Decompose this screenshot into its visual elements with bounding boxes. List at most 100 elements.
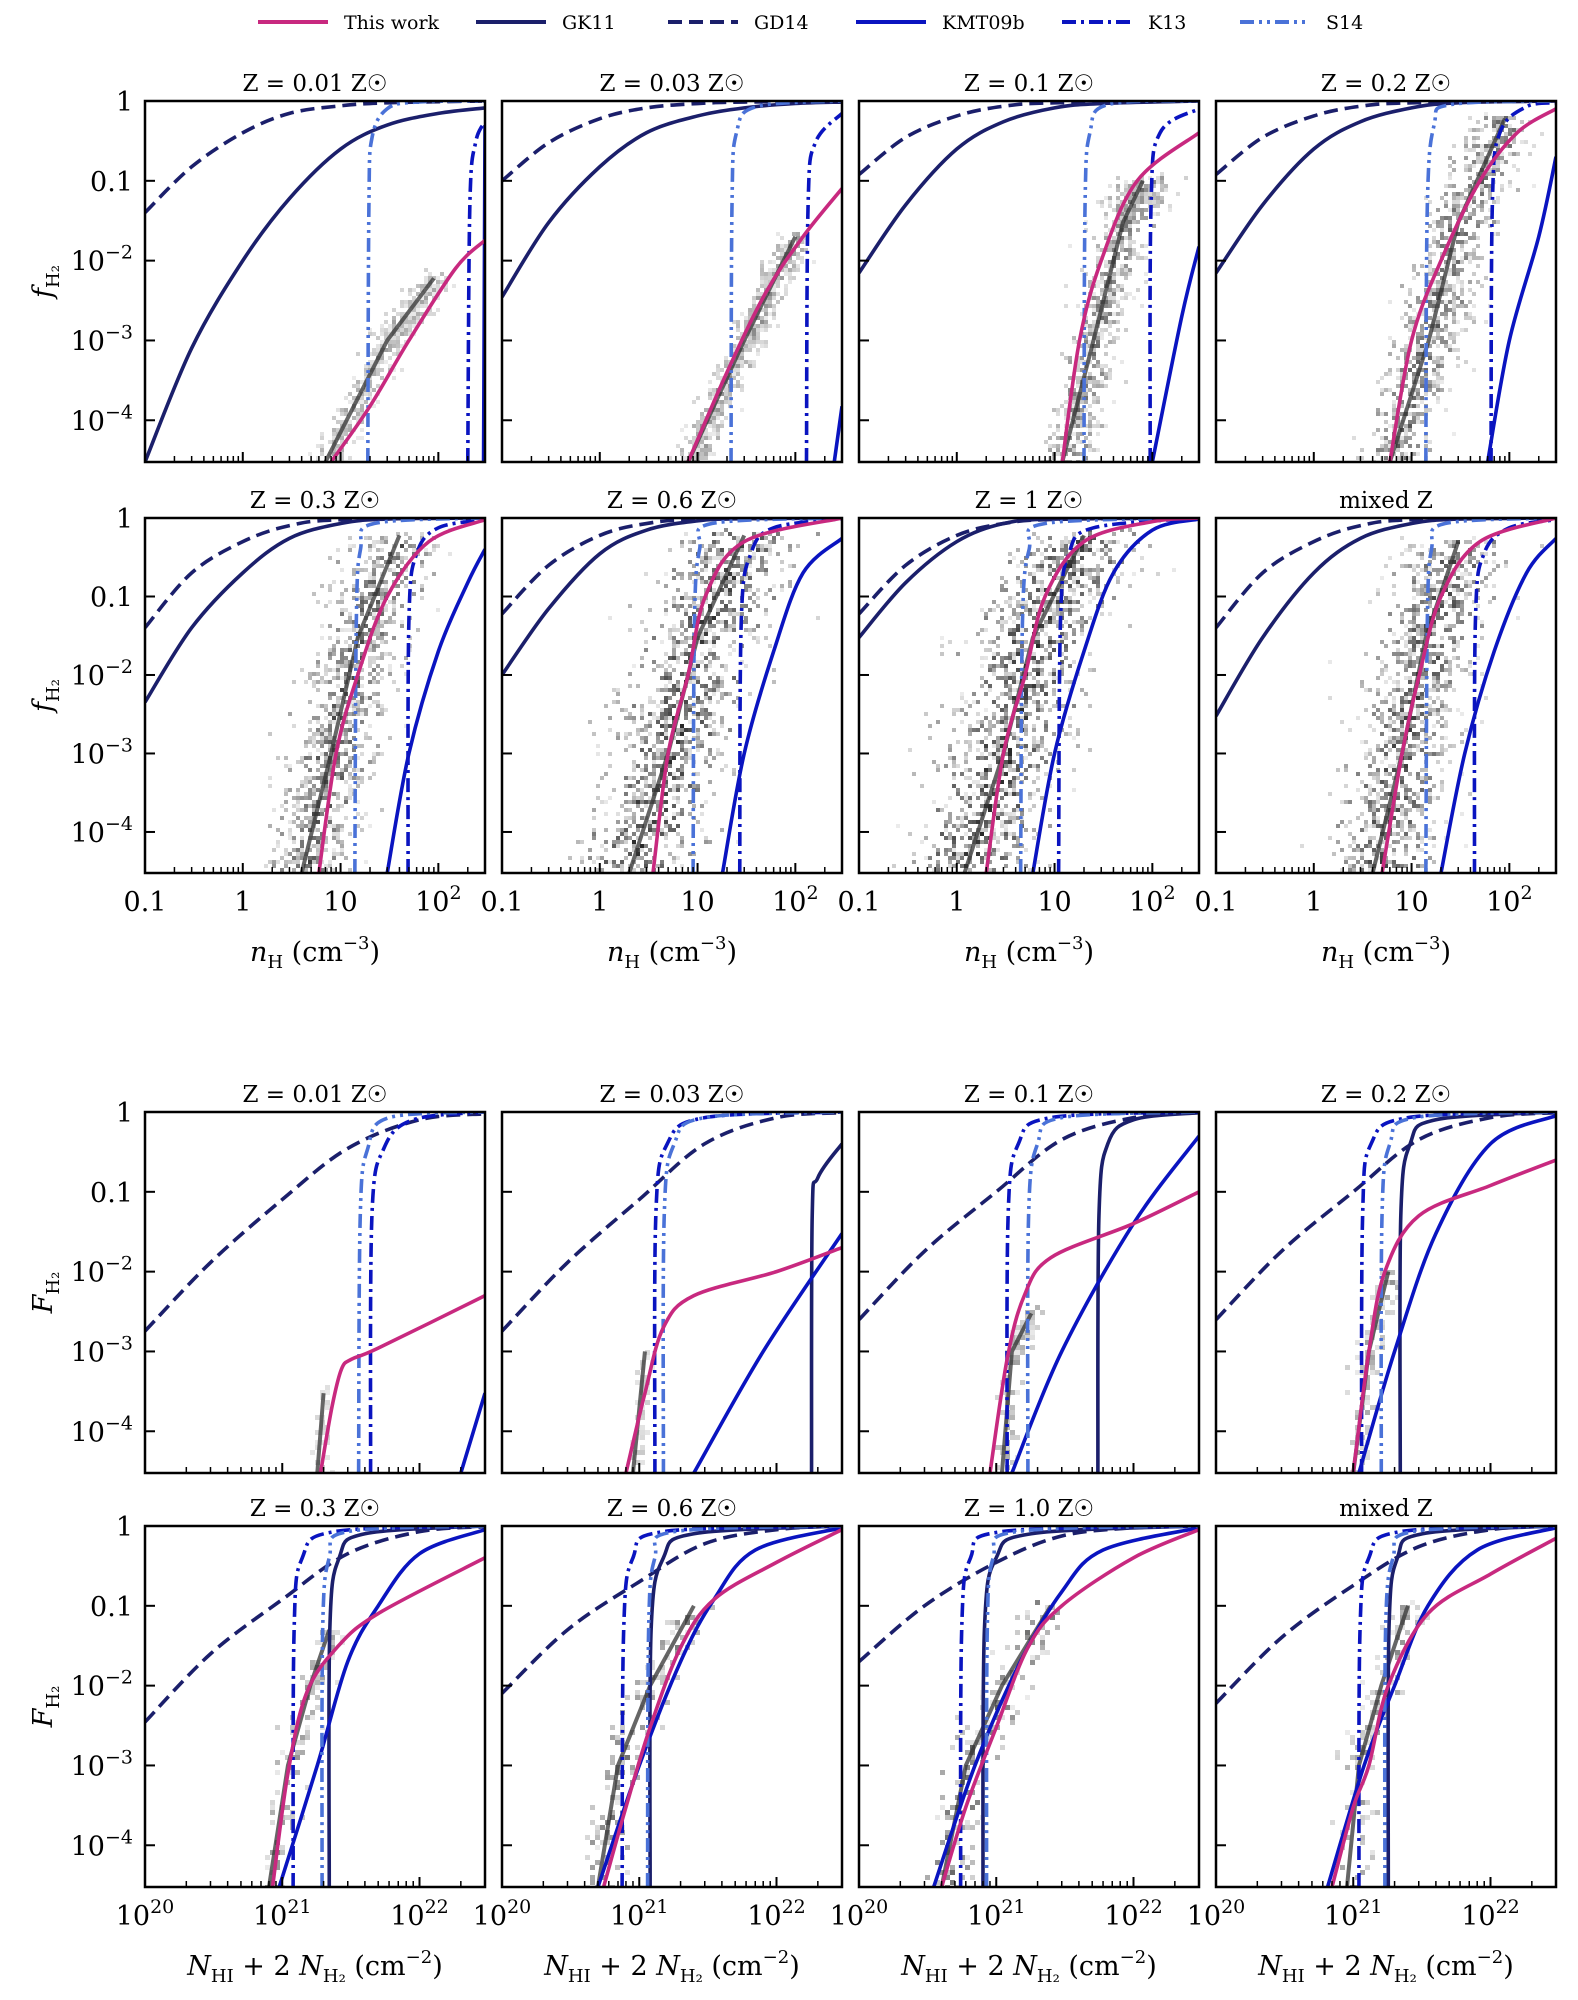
- histogram-cell: [1440, 364, 1444, 368]
- histogram-cell: [692, 564, 696, 568]
- histogram-cell: [400, 300, 404, 304]
- histogram-cell: [1408, 336, 1412, 340]
- histogram-cell: [720, 420, 724, 424]
- histogram-cell: [392, 596, 396, 600]
- histogram-cell: [1436, 376, 1440, 380]
- histogram-cell: [368, 536, 372, 540]
- histogram-cell: [284, 860, 288, 864]
- histogram-cell: [376, 400, 380, 404]
- histogram-cell: [628, 852, 632, 856]
- histogram-cell: [1484, 220, 1488, 224]
- histogram-cell: [356, 660, 360, 664]
- histogram-cell: [1476, 224, 1480, 228]
- histogram-cell: [1428, 352, 1432, 356]
- histogram-cell: [1396, 376, 1400, 380]
- histogram-cell: [368, 644, 372, 648]
- histogram-cell: [636, 684, 640, 688]
- histogram-cell: [680, 732, 684, 736]
- histogram-cell: [348, 868, 352, 872]
- histogram-cell: [736, 360, 740, 364]
- histogram-cell: [1112, 320, 1116, 324]
- histogram-cell: [1496, 232, 1500, 236]
- histogram-cell: [400, 624, 404, 628]
- histogram-cell: [428, 552, 432, 556]
- histogram-cell: [736, 364, 740, 368]
- histogram-cell: [636, 856, 640, 860]
- histogram-cell: [724, 356, 728, 360]
- histogram-cell: [704, 760, 708, 764]
- histogram-cell: [396, 564, 400, 568]
- histogram-cell: [1392, 400, 1396, 404]
- histogram-cell: [1096, 200, 1100, 204]
- histogram-cell: [632, 720, 636, 724]
- histogram-cell: [716, 376, 720, 380]
- histogram-cell: [1436, 360, 1440, 364]
- histogram-cell: [388, 344, 392, 348]
- histogram-cell: [328, 440, 332, 444]
- histogram-cell: [1472, 200, 1476, 204]
- histogram-cell: [732, 344, 736, 348]
- histogram-cell: [704, 684, 708, 688]
- histogram-cell: [1080, 424, 1084, 428]
- histogram-cell: [692, 680, 696, 684]
- curve-gd14: [1216, 101, 1556, 176]
- histogram-cell: [696, 680, 700, 684]
- histogram-cell: [416, 292, 420, 296]
- histogram-cell: [376, 352, 380, 356]
- histogram-cell: [1108, 332, 1112, 336]
- y-tick-label: 1: [116, 504, 133, 535]
- histogram-cell: [1396, 456, 1400, 460]
- histogram-cell: [660, 640, 664, 644]
- histogram-cell: [1420, 328, 1424, 332]
- histogram-cell: [424, 552, 428, 556]
- histogram-cell: [752, 336, 756, 340]
- histogram-cell: [424, 292, 428, 296]
- histogram-cell: [1472, 160, 1476, 164]
- curve-k13: [1489, 101, 1556, 462]
- histogram-cell: [796, 268, 800, 272]
- histogram-cell: [336, 792, 340, 796]
- histogram-cell: [1092, 424, 1096, 428]
- histogram-cell: [1124, 236, 1128, 240]
- histogram-cell: [1456, 272, 1460, 276]
- histogram-cell: [1108, 292, 1112, 296]
- histogram-cell: [1060, 464, 1064, 468]
- histogram-cell: [428, 312, 432, 316]
- histogram-cell: [408, 636, 412, 640]
- histogram-cell: [1428, 272, 1432, 276]
- histogram-cell: [1128, 200, 1132, 204]
- histogram-cell: [612, 688, 616, 692]
- histogram-cell: [1496, 164, 1500, 168]
- histogram-cell: [1136, 288, 1140, 292]
- y-tick-label: 0.1: [90, 582, 133, 613]
- histogram-cell: [1436, 368, 1440, 372]
- histogram-cell: [776, 256, 780, 260]
- histogram-cell: [776, 324, 780, 328]
- histogram-cell: [1120, 212, 1124, 216]
- histogram-cell: [1424, 408, 1428, 412]
- histogram-cell: [700, 720, 704, 724]
- histogram-cell: [344, 748, 348, 752]
- histogram-cell: [684, 424, 688, 428]
- histogram-cell: [764, 328, 768, 332]
- histogram-cell: [648, 712, 652, 716]
- histogram-cell: [296, 808, 300, 812]
- histogram-cell: [1384, 444, 1388, 448]
- histogram-cell: [348, 660, 352, 664]
- histogram-cell: [776, 532, 780, 536]
- histogram-cell: [636, 852, 640, 856]
- histogram-cell: [360, 768, 364, 772]
- histogram-cell: [1476, 204, 1480, 208]
- histogram-cell: [372, 760, 376, 764]
- histogram-cell: [340, 580, 344, 584]
- histogram-cell: [316, 720, 320, 724]
- histogram-cell: [352, 588, 356, 592]
- histogram-cell: [756, 316, 760, 320]
- histogram-cell: [332, 416, 336, 420]
- histogram-cell: [1452, 284, 1456, 288]
- histogram-cell: [1380, 412, 1384, 416]
- histogram-cell: [340, 660, 344, 664]
- histogram-cell: [320, 728, 324, 732]
- histogram-cell: [744, 348, 748, 352]
- histogram-cell: [352, 624, 356, 628]
